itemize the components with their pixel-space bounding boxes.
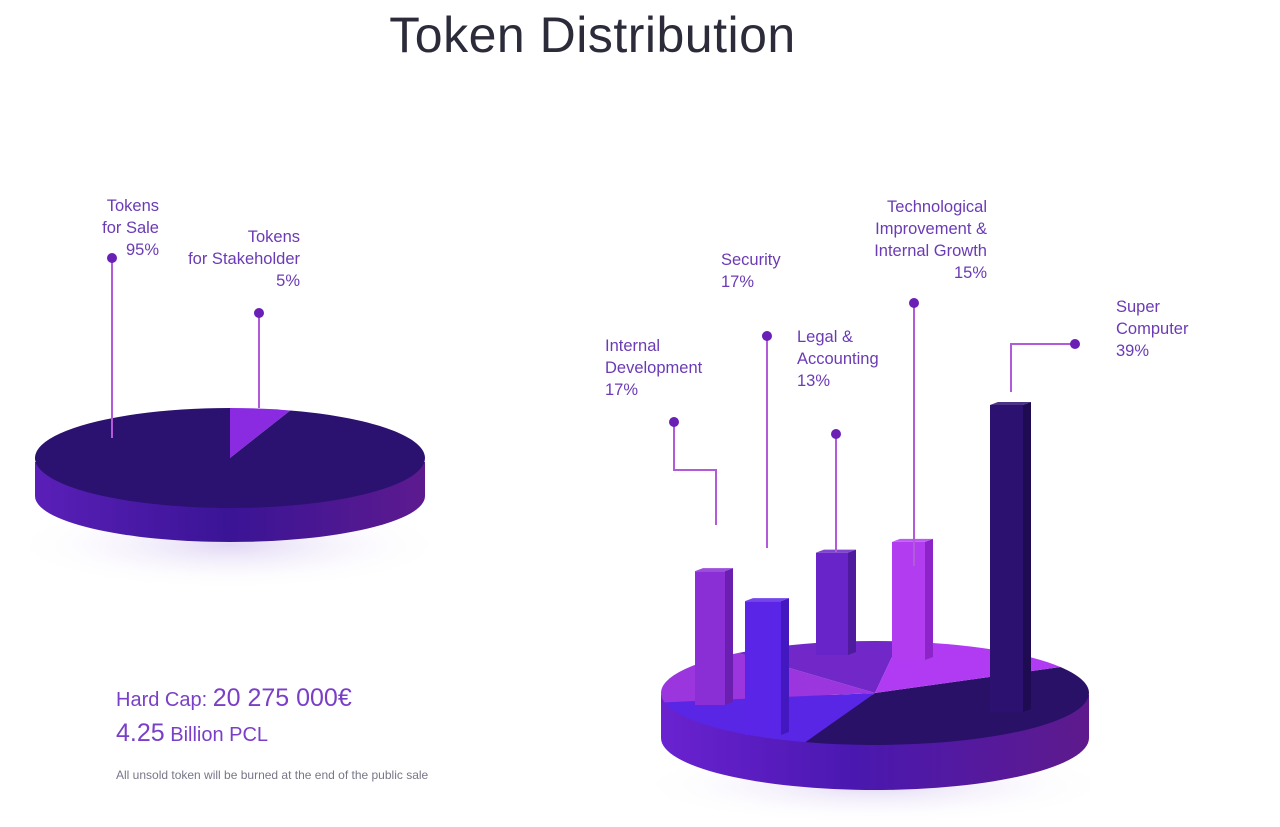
bar-internal-development: [695, 571, 725, 705]
pie-slice-tokens-for-stakeholder: [230, 408, 291, 458]
bar-technological-improvement-internal-growth: [892, 541, 925, 660]
bar-top-internal-development: [695, 568, 733, 572]
label-tokens-for-stakeholder: Tokens for Stakeholder 5%: [188, 228, 300, 290]
bar-side-security: [781, 598, 789, 735]
bar-side-internal-development: [725, 568, 733, 705]
leader-dot-tokens-for-sale: [107, 253, 117, 263]
label-internal-development: Internal Development 17%: [605, 337, 703, 399]
hard-cap-label: Hard Cap:: [116, 689, 208, 711]
bar-side-technological-improvement-internal-growth: [925, 538, 933, 660]
bar-side-super-computer: [1023, 402, 1031, 712]
bar-legal-accounting: [816, 552, 848, 655]
label-legal-accounting: Legal & Accounting 13%: [797, 328, 879, 390]
leader-dot-legal-accounting: [831, 429, 841, 439]
hard-cap-amount: 20 275 000€: [212, 684, 352, 712]
label-tokens-for-sale: Tokens for Sale 95%: [102, 197, 159, 259]
leader-dot-internal-development: [669, 417, 679, 427]
leader-dot-super-computer: [1070, 339, 1080, 349]
leader-dot-technological-improvement-internal-growth: [909, 298, 919, 308]
label-super-computer: Super Computer 39%: [1116, 298, 1189, 360]
page-title: Token Distribution: [389, 7, 796, 63]
leader-lines: [107, 253, 1080, 566]
leader-dot-security: [762, 331, 772, 341]
label-technological-improvement: Technological Improvement & Internal Gro…: [874, 198, 987, 282]
label-security: Security 17%: [721, 251, 781, 291]
hard-cap-info: Hard Cap: 20 275 000€ 4.25 Billion PCL: [116, 682, 352, 752]
leader-internal-development: [673, 422, 717, 525]
pie-slice-tokens-for-sale: [34, 408, 425, 508]
leader-super-computer: [1010, 343, 1075, 392]
bar-top-technological-improvement-internal-growth: [892, 538, 933, 542]
bar-side-legal-accounting: [848, 549, 856, 655]
tokens-amount: 4.25: [116, 719, 165, 747]
burn-note: All unsold token will be burned at the e…: [116, 768, 429, 782]
bar-top-super-computer: [990, 402, 1031, 405]
bar-super-computer: [990, 405, 1023, 712]
bar-top-security: [745, 598, 789, 602]
bar-security: [745, 601, 781, 735]
tokens-unit: Billion PCL: [170, 724, 269, 746]
bars: [695, 402, 1031, 735]
left-pie-slices: [34, 408, 425, 508]
leader-dot-tokens-for-stakeholder: [254, 308, 264, 318]
